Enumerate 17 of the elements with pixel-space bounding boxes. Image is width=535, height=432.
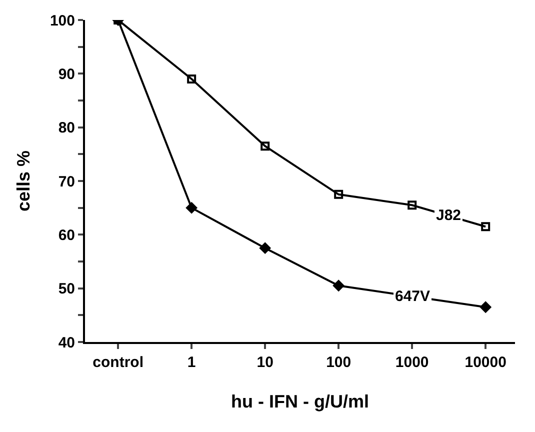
x-tick-label: 100 <box>326 354 352 371</box>
y-tick-label: 100 <box>50 12 75 30</box>
series-label: 647V <box>395 288 430 305</box>
y-tick-label: 50 <box>58 280 75 298</box>
y-tick-label: 40 <box>58 334 75 352</box>
x-tick-label: 10 <box>256 354 274 371</box>
y-tick-label: 90 <box>58 66 75 83</box>
series-label: J82 <box>436 207 462 224</box>
y-tick-label: 70 <box>58 173 75 190</box>
x-tick-label: 1000 <box>395 354 429 371</box>
x-tick-label: 1 <box>187 354 196 371</box>
y-tick-label: 60 <box>58 226 75 244</box>
y-tick-label: 80 <box>58 120 75 137</box>
x-axis-title: hu - IFN - g/U/ml <box>231 392 369 412</box>
y-axis-title: cells % <box>14 150 34 212</box>
x-tick-label: 10000 <box>464 354 506 371</box>
x-tick-label: control <box>92 354 144 371</box>
